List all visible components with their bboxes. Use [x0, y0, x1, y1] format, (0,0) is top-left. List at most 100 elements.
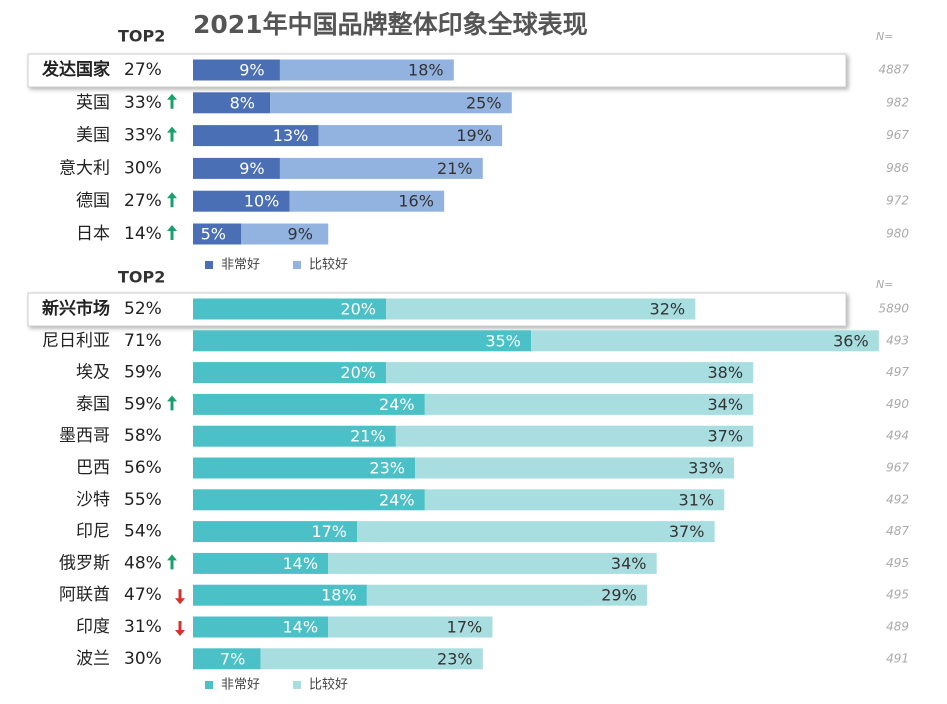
- sample-size: 5890: [878, 302, 909, 316]
- value-label: 36%: [833, 331, 869, 350]
- bar-segment: [193, 393, 425, 415]
- value-label: 8%: [230, 93, 255, 112]
- bar-segment: [260, 648, 483, 670]
- sample-size: 495: [886, 556, 909, 570]
- value-label: 31%: [679, 490, 715, 509]
- sample-size: 491: [886, 651, 909, 665]
- sample-size: 982: [886, 95, 909, 109]
- value-label: 23%: [437, 649, 473, 668]
- legend-label: 非常好: [221, 258, 260, 273]
- value-label: 9%: [239, 159, 264, 178]
- value-label: 24%: [379, 395, 415, 414]
- bar-segment: [193, 125, 319, 147]
- legend-label: 比较好: [309, 678, 348, 693]
- bar-segment: [241, 223, 329, 245]
- bar-segment: [424, 393, 754, 415]
- value-label: 34%: [611, 554, 647, 573]
- value-label: 38%: [707, 363, 743, 382]
- trend-arrow: [175, 621, 185, 636]
- trend-arrow: [167, 225, 177, 240]
- total-label: 54%: [124, 522, 162, 542]
- sample-size: 493: [886, 333, 909, 347]
- bar-segment: [193, 59, 280, 81]
- value-label: 9%: [239, 61, 264, 80]
- bar-segment: [279, 59, 454, 81]
- chart-title: 2021年中国品牌整体印象全球表现: [193, 10, 588, 39]
- value-label: 18%: [408, 61, 444, 80]
- value-label: 20%: [340, 300, 376, 319]
- bar-segment: [193, 489, 425, 511]
- legend-swatch: [293, 681, 301, 689]
- category-label: 沙特: [76, 490, 110, 510]
- value-label: 9%: [288, 225, 313, 244]
- value-label: 21%: [437, 159, 473, 178]
- bar-segment: [193, 584, 367, 606]
- total-label: 48%: [124, 553, 162, 573]
- bar-segment: [193, 616, 329, 638]
- value-label: 34%: [707, 395, 743, 414]
- total-label: 33%: [124, 126, 162, 146]
- bar-segment: [366, 584, 648, 606]
- bar-segment: [279, 157, 483, 179]
- sample-size: 972: [886, 194, 909, 208]
- legend-label: 比较好: [309, 258, 348, 273]
- sample-size: 986: [886, 161, 909, 175]
- total-label: 27%: [124, 60, 162, 80]
- sample-size: 967: [886, 461, 909, 475]
- value-label: 24%: [379, 490, 415, 509]
- bar-segment: [193, 521, 358, 543]
- value-label: 17%: [447, 618, 483, 637]
- bar-segment: [289, 190, 445, 212]
- category-label: 尼日利亚: [42, 331, 110, 351]
- value-label: 23%: [369, 459, 405, 478]
- total-label: 55%: [124, 490, 162, 510]
- n-header: N=: [876, 278, 893, 291]
- value-label: 18%: [321, 586, 357, 605]
- total-label: 27%: [124, 191, 162, 211]
- value-label: 21%: [350, 427, 386, 446]
- total-label: 30%: [124, 158, 162, 178]
- legend-swatch: [205, 681, 213, 689]
- category-label: 印度: [76, 617, 110, 637]
- value-label: 32%: [650, 300, 686, 319]
- value-label: 7%: [220, 649, 245, 668]
- category-label: 波兰: [76, 649, 110, 669]
- value-label: 35%: [485, 331, 521, 350]
- category-label: 阿联酋: [59, 585, 110, 605]
- sample-size: 490: [886, 397, 909, 411]
- category-label: 印尼: [76, 522, 110, 542]
- bar-segment: [270, 92, 512, 114]
- category-label: 墨西哥: [59, 426, 110, 446]
- bar-segment: [415, 457, 734, 479]
- category-label: 俄罗斯: [59, 553, 110, 573]
- bar-segment: [357, 521, 715, 543]
- sample-size: 495: [886, 588, 909, 602]
- trend-arrow: [167, 192, 177, 208]
- trend-arrow: [167, 554, 177, 570]
- bar-segment: [386, 362, 754, 384]
- value-label: 37%: [707, 427, 743, 446]
- bar-segment: [193, 157, 280, 179]
- category-label: 巴西: [76, 458, 110, 478]
- sample-size: 4887: [878, 63, 909, 77]
- value-label: 33%: [688, 459, 724, 478]
- legend-swatch: [293, 261, 301, 269]
- value-label: 20%: [340, 363, 376, 382]
- sample-size: 494: [886, 429, 909, 443]
- value-label: 13%: [273, 126, 309, 145]
- value-label: 5%: [201, 225, 226, 244]
- bar-segment: [328, 552, 657, 574]
- value-label: 29%: [601, 586, 637, 605]
- value-label: 37%: [669, 522, 705, 541]
- bar-segment: [193, 190, 290, 212]
- n-header: N=: [876, 30, 893, 43]
- bar-segment: [193, 223, 242, 245]
- trend-arrow: [167, 93, 177, 109]
- total-label: 33%: [124, 93, 162, 113]
- total-label: 30%: [124, 649, 162, 669]
- total-header: TOP2: [118, 27, 165, 46]
- category-label: 泰国: [76, 394, 110, 414]
- bar-segment: [531, 330, 879, 352]
- total-label: 14%: [124, 224, 162, 244]
